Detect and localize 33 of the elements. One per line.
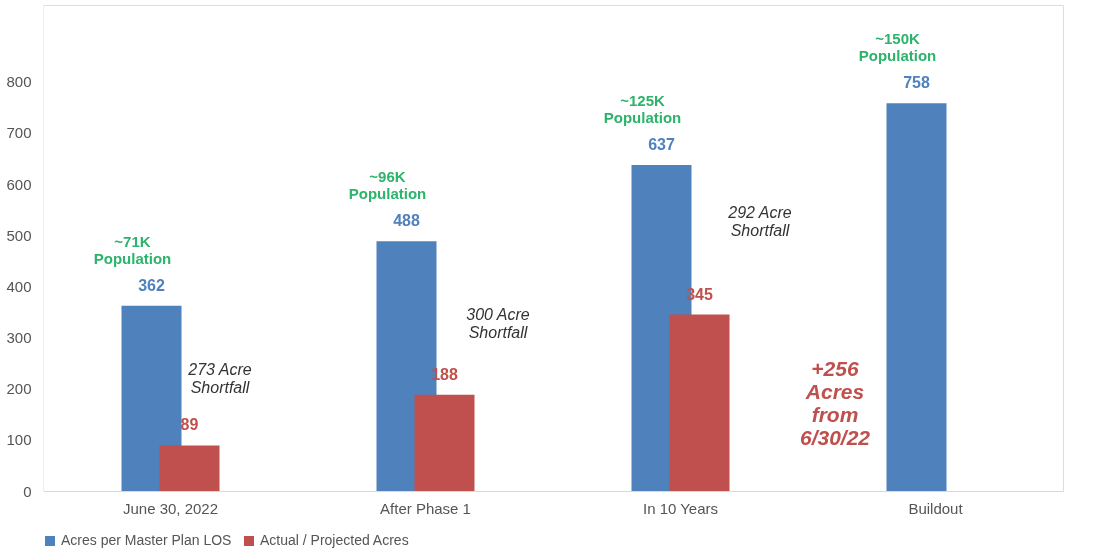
x-tick-label: After Phase 1	[380, 499, 471, 517]
y-tick-label: 300	[6, 329, 32, 347]
y-tick-label: 600	[6, 175, 32, 193]
annotation: 300 Acre Shortfall	[466, 306, 530, 341]
annotation: 292 Acre Shortfall	[727, 204, 792, 239]
x-tick-label: Buildout	[908, 499, 964, 517]
x-tick-label: In 10 Years	[642, 499, 719, 517]
data-label: 89	[180, 416, 199, 434]
bar	[886, 103, 947, 491]
data-label: 488	[393, 212, 420, 230]
annotation: +256 Acres from 6/30/22	[799, 357, 871, 449]
y-tick-label: 700	[6, 124, 32, 142]
annotation: 273 Acre Shortfall	[187, 361, 252, 396]
legend-label: Acres per Master Plan LOS	[61, 532, 232, 548]
x-tick-label: June 30, 2022	[122, 499, 219, 517]
y-tick-label: 800	[6, 73, 32, 91]
annotation: ~125K Population	[603, 92, 682, 127]
data-label: 758	[903, 74, 930, 92]
y-tick-label: 200	[6, 380, 32, 398]
bar	[159, 445, 220, 491]
y-tick-label: 400	[6, 277, 32, 295]
y-tick-label: 100	[6, 431, 32, 449]
bar	[669, 314, 730, 491]
data-label: 362	[138, 276, 165, 294]
legend-label: Actual / Projected Acres	[260, 532, 409, 548]
annotation: ~71K Population	[93, 232, 172, 267]
annotation: ~96K Population	[348, 168, 427, 203]
bar	[414, 394, 475, 491]
y-tick-label: 0	[23, 482, 32, 500]
data-label: 637	[648, 136, 675, 154]
bar	[121, 305, 182, 491]
annotation: ~150K Population	[858, 30, 937, 65]
y-tick-label: 500	[6, 226, 32, 244]
